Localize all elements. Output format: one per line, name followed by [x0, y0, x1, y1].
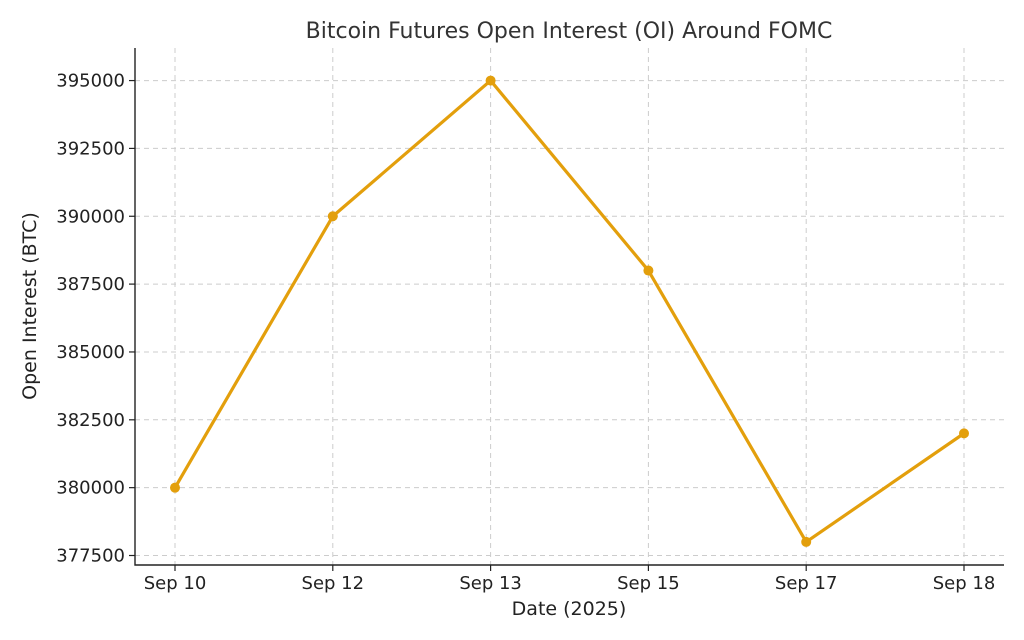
y-tick-label: 380000	[56, 478, 125, 499]
y-axis-label: Open Interest (BTC)	[19, 212, 41, 400]
y-tick-label: 392500	[56, 138, 125, 159]
x-tick-label: Sep 12	[302, 573, 365, 594]
chart-title: Bitcoin Futures Open Interest (OI) Aroun…	[306, 19, 833, 44]
y-tick-label: 377500	[56, 546, 125, 567]
data-point	[643, 265, 654, 276]
data-point	[327, 211, 338, 222]
y-tick-label: 387500	[56, 274, 125, 295]
y-tick-label: 385000	[56, 342, 125, 363]
axes: Sep 10 Sep 12 Sep 13 Sep 15 Sep 17 Sep 18 3775…	[56, 48, 1004, 594]
x-tick-label: Sep 15	[617, 573, 680, 594]
data-point	[170, 482, 180, 493]
data-point	[959, 428, 969, 439]
y-tick-label: 382500	[56, 410, 125, 431]
grid	[135, 48, 1004, 565]
data-point	[485, 75, 496, 86]
x-tick-label: Sep 18	[933, 573, 996, 594]
x-tick-label: Sep 13	[459, 573, 522, 594]
y-tick-label: 390000	[56, 206, 125, 227]
x-axis-label: Date (2025)	[512, 598, 627, 620]
axis-spine	[134, 48, 1004, 566]
x-tick-label: Sep 17	[775, 573, 838, 594]
series-line	[173, 78, 966, 544]
series-layer	[170, 75, 969, 547]
y-tick-label: 395000	[56, 71, 125, 92]
x-tick-label: Sep 10	[144, 573, 207, 594]
data-point	[801, 536, 812, 547]
